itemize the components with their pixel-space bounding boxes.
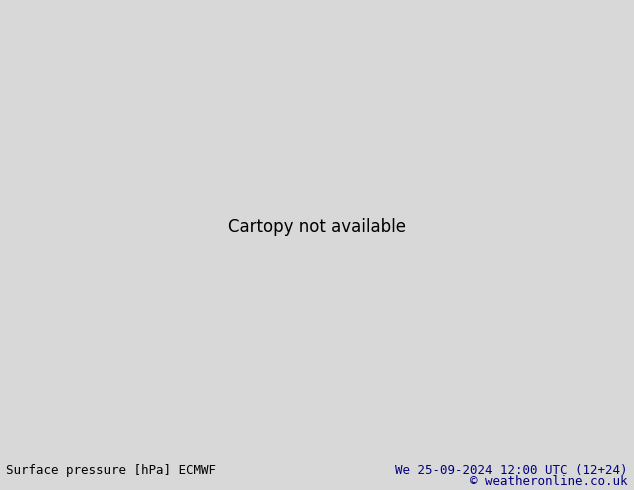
Text: We 25-09-2024 12:00 UTC (12+24): We 25-09-2024 12:00 UTC (12+24)	[395, 464, 628, 477]
Text: Cartopy not available: Cartopy not available	[228, 218, 406, 236]
Text: © weatheronline.co.uk: © weatheronline.co.uk	[470, 475, 628, 488]
Text: Surface pressure [hPa] ECMWF: Surface pressure [hPa] ECMWF	[6, 464, 216, 477]
